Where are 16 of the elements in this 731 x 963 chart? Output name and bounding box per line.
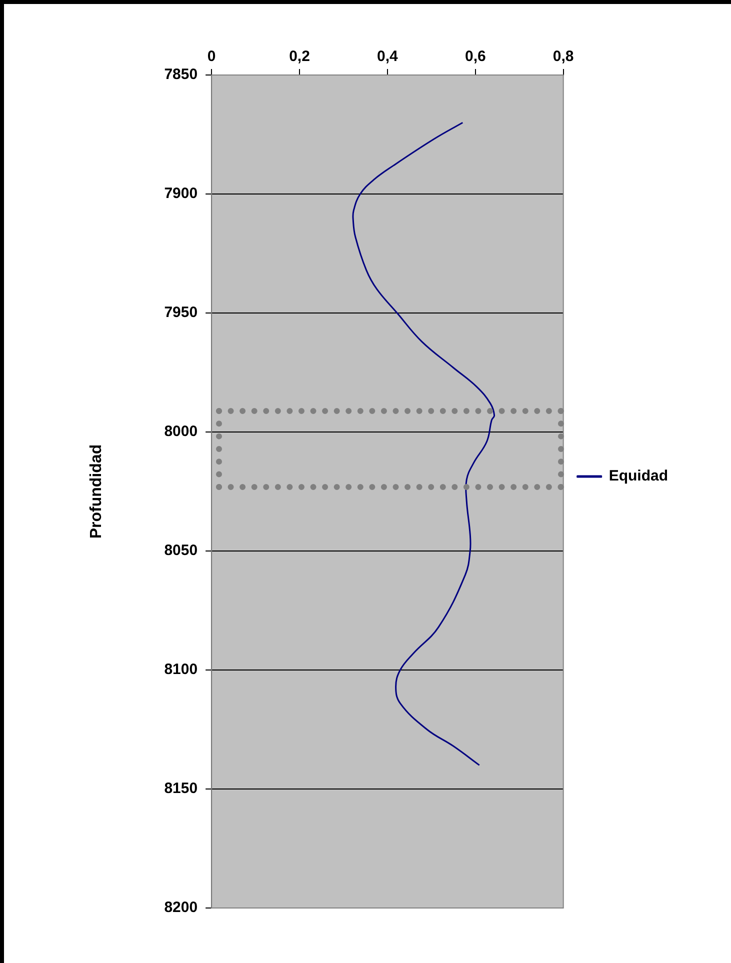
y-tick-label: 7950 (164, 304, 198, 322)
legend-label: Equidad (608, 468, 668, 485)
x-tick-label: 0,4 (377, 48, 399, 66)
y-tick-label: 8050 (164, 542, 198, 560)
y-tick-label: 8150 (164, 780, 198, 798)
y-axis-title: Profundidad (88, 444, 106, 539)
x-tick-label: 0,6 (464, 48, 486, 66)
y-tick-label: 8100 (164, 661, 198, 678)
y-tick-label: 8000 (164, 423, 198, 440)
x-tick-label: 0,2 (289, 48, 310, 66)
x-tick-label: 0 (207, 48, 216, 66)
x-tick-label: 0,8 (552, 48, 574, 66)
y-tick-label: 8200 (164, 899, 198, 916)
y-tick-label: 7900 (164, 185, 198, 202)
y-tick-label: 7850 (164, 66, 198, 84)
line-series (352, 122, 496, 766)
